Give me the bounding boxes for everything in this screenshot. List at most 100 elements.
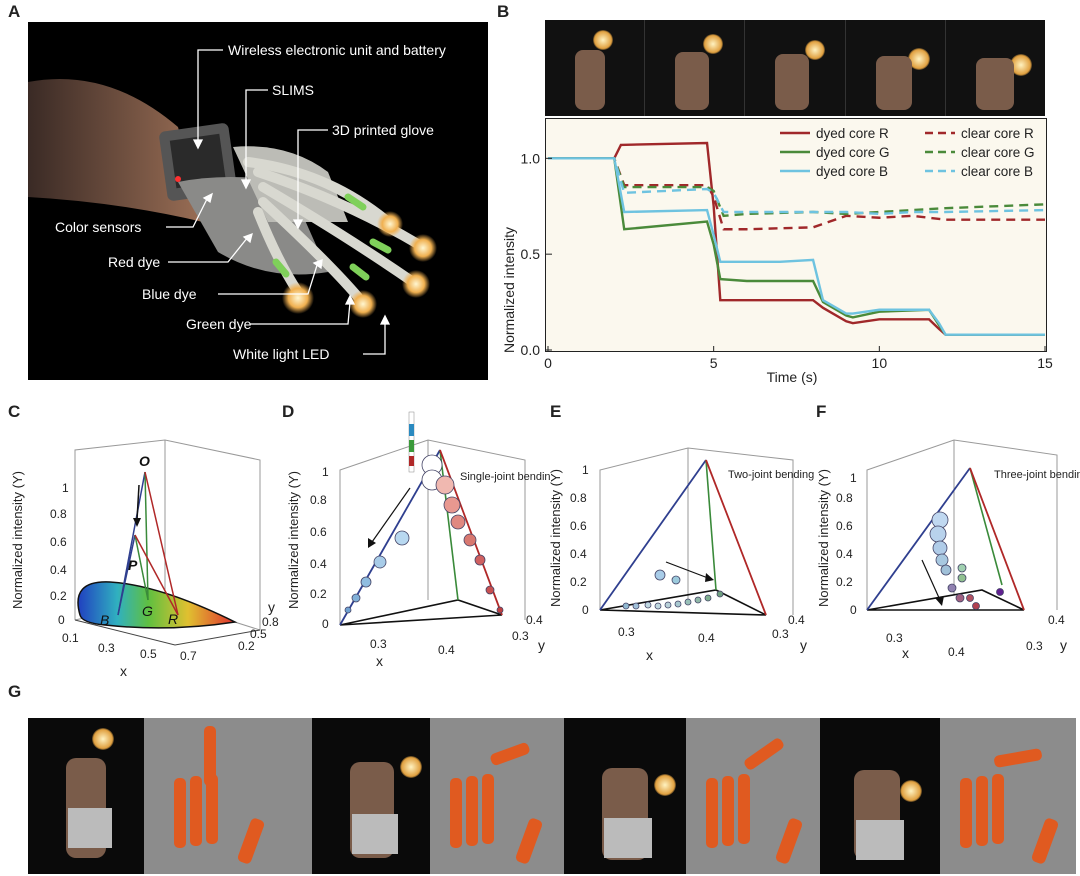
e-ztick: 0.8 (570, 491, 587, 505)
series-line-clear-core-G (548, 157, 1046, 218)
hand-photo (312, 718, 430, 874)
e-ztick: 0.6 (570, 519, 587, 533)
c-ztick: 0.2 (50, 589, 67, 603)
label-slims: SLIMS (272, 82, 315, 98)
f-inset-text: Three-joint bending (994, 469, 1080, 481)
f-ylabel: Normalized intensity (Y) (816, 469, 831, 607)
label-red-dye: Red dye (108, 254, 161, 270)
hand-render (686, 718, 820, 874)
c-ylabel: Normalized intensity (Y) (10, 471, 25, 609)
color-gamut (77, 581, 238, 629)
f-ztick: 0.2 (836, 575, 853, 589)
hand-photo (820, 718, 940, 874)
x-tick-label: 15 (1037, 355, 1053, 371)
legend-label: dyed core B (816, 164, 888, 179)
d-xtick: 0.4 (438, 643, 455, 657)
point-label-g: G (142, 603, 153, 619)
y-tick-label: 0.0 (521, 342, 541, 358)
c-xtick: 0.1 (62, 631, 79, 645)
arrow-o-to-p (136, 484, 140, 521)
e-xlabel: x (646, 647, 653, 663)
c-ytick: 0.2 (238, 639, 255, 653)
e-ylabel: Normalized intensity (Y) (548, 469, 563, 607)
bend-photo (945, 20, 1046, 116)
panel-label-e: E (550, 402, 562, 421)
c-ztick: 1 (62, 481, 69, 495)
c-ztick: 0.4 (50, 563, 67, 577)
d-ztick: 0.2 (310, 587, 327, 601)
c-ytick: 0.8 (262, 615, 279, 629)
d-inset-text: Single-joint bending (460, 471, 550, 483)
d-xlabel: x (376, 653, 383, 669)
d-ztick: 0.8 (310, 493, 327, 507)
d-ylabel: Normalized intensity (Y) (286, 471, 301, 609)
c-xtick: 0.7 (180, 649, 197, 663)
label-wireless-unit: Wireless electronic unit and battery (228, 42, 446, 58)
c-ytick: 0.5 (250, 627, 267, 641)
legend-label: clear core R (961, 126, 1034, 141)
e-zlabel: y (800, 637, 807, 653)
c-ztick: 0.6 (50, 535, 67, 549)
f-xlabel: x (902, 645, 909, 661)
y-tick-label: 1.0 (521, 150, 541, 166)
chart-b-ylabel: Normalized intensity (501, 227, 517, 353)
f-ytick: 0.3 (1026, 639, 1043, 653)
point-label-r: R (168, 611, 178, 627)
c-xtick: 0.3 (98, 641, 115, 655)
panel-label-a: A (8, 2, 21, 21)
d-inset-label: Single-joint bending (460, 471, 550, 483)
d-zlabel: y (538, 637, 545, 653)
e-ytick: 0.4 (788, 613, 805, 627)
trend-arrow (921, 559, 941, 601)
trend-arrow (371, 487, 411, 543)
f-ztick: 0.8 (836, 491, 853, 505)
legend-label: clear core G (961, 145, 1035, 160)
panel-label-c: C (8, 402, 21, 421)
glove-photo: Wireless electronic unit and battery SLI… (28, 22, 488, 380)
d-ytick: 0.4 (526, 613, 543, 627)
d-xtick: 0.3 (370, 637, 387, 651)
bending-photo-strip (545, 20, 1046, 116)
point-label-b: B (100, 612, 109, 628)
label-blue-dye: Blue dye (142, 286, 197, 302)
e-xtick: 0.3 (618, 625, 635, 639)
f-ytick: 0.4 (1048, 613, 1065, 627)
hand-render (430, 718, 564, 874)
d-ztick: 0.6 (310, 525, 327, 539)
chromaticity-3d-plot: O P B G R 0 0.2 0.4 0.6 0.8 1 0.1 0.3 0.… (10, 439, 279, 679)
panel-label-g: G (8, 682, 22, 701)
d-ztick: 0 (322, 617, 329, 631)
series-line-dyed-core-R (548, 141, 1045, 336)
bend-photo (845, 20, 946, 116)
series-line-dyed-core-B (548, 157, 1045, 336)
glove-illustration (28, 79, 437, 318)
x-tick-label: 5 (710, 355, 718, 371)
d-ztick: 0.4 (310, 557, 327, 571)
f-ztick: 1 (850, 471, 857, 485)
e-ztick: 0.2 (570, 575, 587, 589)
intensity-chart: 0 5 10 15 0.0 0.5 1.0 Normalized intensity Tim… (501, 126, 1053, 385)
hand-render (144, 718, 312, 874)
intensity-chart-frame (545, 118, 1047, 352)
panel-label-d: D (282, 402, 295, 421)
point-label-o: O (139, 453, 150, 469)
chart-b-xlabel: Time (s) (767, 369, 818, 385)
f-ztick: 0.4 (836, 547, 853, 561)
point-label-p: P (128, 557, 138, 573)
label-3d-printed-glove: 3D printed glove (332, 122, 434, 138)
label-color-sensors: Color sensors (55, 219, 142, 235)
three-joint-plot: Three-joint bending 0 0.2 0.4 0.6 0.8 1 … (816, 439, 1080, 661)
d-ztick: 1 (322, 465, 329, 479)
y-tick-label: 0.5 (521, 246, 541, 262)
e-ztick: 0.4 (570, 547, 587, 561)
panel-label-b: B (497, 2, 510, 21)
bend-photo (545, 20, 646, 116)
bend-photo (645, 20, 746, 116)
c-xtick: 0.5 (140, 647, 157, 661)
trend-arrow (665, 561, 709, 579)
c-ztick: 0.8 (50, 507, 67, 521)
f-zlabel: y (1060, 637, 1067, 653)
e-ytick: 0.3 (772, 627, 789, 641)
single-joint-plot: Single-joint bending 0 0.2 0.4 0.6 0.8 1… (286, 411, 550, 669)
hand-render-strip (28, 718, 1076, 874)
